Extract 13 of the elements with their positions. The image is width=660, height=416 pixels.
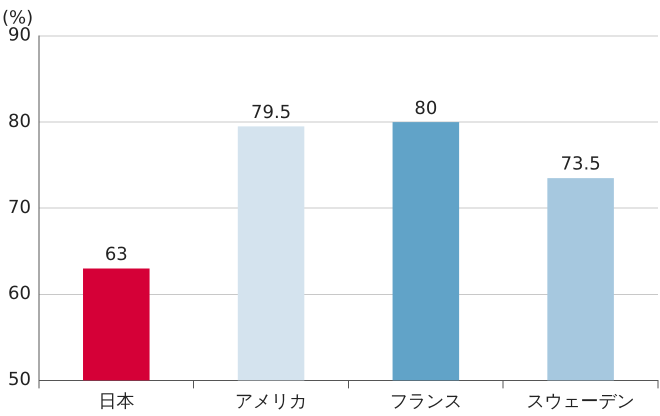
x-tick-label: フランス — [390, 390, 462, 412]
y-tick-label: 60 — [8, 282, 31, 304]
x-tick-label: 日本 — [98, 390, 134, 412]
data-label: 80 — [414, 98, 438, 119]
data-label: 73.5 — [560, 154, 601, 175]
data-label: 63 — [104, 244, 128, 266]
y-tick-label: 70 — [8, 196, 31, 218]
x-tick-label: アメリカ — [235, 390, 308, 412]
x-tick-label: スウェーデン — [526, 390, 635, 412]
data-label: 79.5 — [251, 102, 292, 124]
y-tick-label: 80 — [8, 110, 31, 132]
y-tick-label: 50 — [8, 369, 31, 390]
y-tick-label: 90 — [8, 24, 31, 46]
